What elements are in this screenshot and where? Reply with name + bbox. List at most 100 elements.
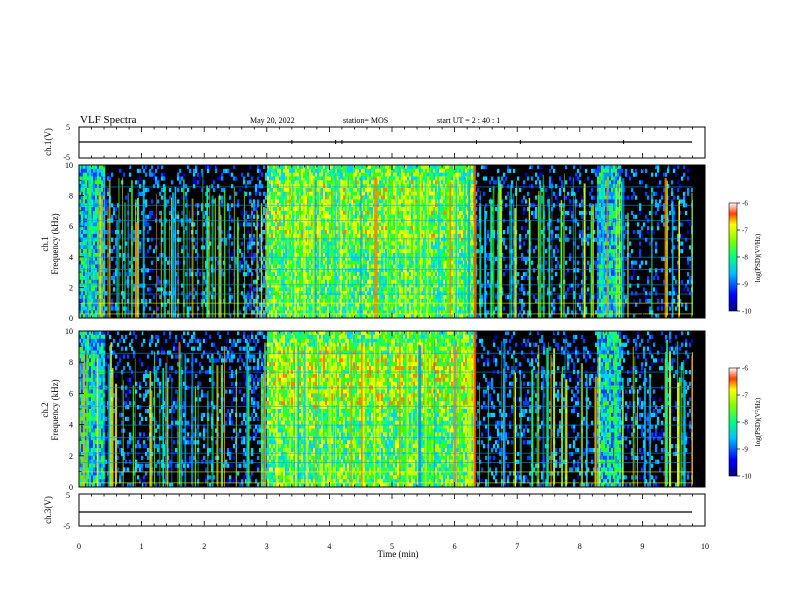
ch1-spectrogram-cell — [285, 310, 288, 315]
ch1-spectrogram-cell — [339, 310, 342, 315]
ch1-spectrogram-cell — [379, 230, 382, 235]
ch1-spectrogram-cell — [281, 214, 284, 219]
ch1-spectrogram-cell — [385, 287, 388, 292]
ch1-spectrogram-cell — [343, 184, 346, 189]
ch1-spectrogram-cell — [335, 207, 338, 212]
ch1-spectrogram-cell — [431, 184, 434, 189]
ch1-spectrogram-cell — [367, 275, 370, 281]
ch1-spectrogram-cell — [371, 237, 374, 242]
ch1-spectrogram-cell — [247, 241, 250, 246]
ch1-spectrogram-cell — [361, 264, 364, 269]
ch1-spectrogram-cell — [311, 184, 314, 189]
ch1-spectrogram-cell — [423, 241, 426, 246]
ch1-spectrogram-cell — [161, 165, 164, 170]
ch1-spectrogram-cell — [231, 184, 234, 189]
ch1-spectrogram-cell — [343, 249, 346, 254]
ch1-spectrogram-cell — [377, 310, 380, 315]
ch1-spectrogram-cell — [397, 310, 400, 315]
ch1-spectrogram-cell — [421, 295, 424, 300]
ch1-spectrogram-cell — [329, 222, 332, 227]
ch1-spectrogram-cell — [259, 184, 262, 189]
ch1-spectrogram-cell — [253, 207, 256, 212]
ch1-spectrogram-cell — [363, 264, 366, 269]
ch1-spectrogram-cell — [371, 256, 374, 261]
ch1-spectrogram-cell — [153, 214, 156, 219]
ch1-ytick-top: 5 — [66, 123, 70, 132]
ch1-spectrogram-cell — [345, 260, 348, 265]
ch1-spectrogram-cell — [267, 279, 270, 284]
ch1-spectrogram-cell — [231, 295, 234, 300]
ch1-spectrogram-cell — [89, 241, 92, 246]
ch1-spectrogram-cell — [81, 199, 84, 204]
ch1-spectrogram-cell — [311, 176, 314, 181]
ch1-spectrogram-cell — [311, 172, 314, 177]
ch1-spectrogram-cell — [229, 298, 232, 304]
ch1-spectrogram-cell — [365, 306, 368, 311]
ch1-spectrogram-cell — [345, 283, 348, 288]
ch1-spectrogram-cell — [399, 256, 402, 261]
ch1-spectrogram-cell — [289, 172, 292, 177]
ch1-spectrogram-cell — [407, 314, 410, 318]
ch1-spectrogram-cell — [249, 199, 252, 204]
ch1-spectrogram-cell — [341, 214, 344, 219]
ch1-spectrogram-cell — [105, 210, 108, 216]
ch1-spectrogram-cell — [93, 275, 96, 281]
ch1-spectrogram-cell — [85, 275, 88, 281]
ch1-spectrogram-cell — [157, 275, 160, 281]
ch1-spectrogram-cell — [207, 195, 210, 200]
ch1-spectrogram-cell — [145, 268, 148, 273]
ch1-spectrogram-cell — [305, 279, 308, 284]
ch1-spectrogram-cell — [149, 214, 152, 219]
ch1-spectrogram-cell — [431, 264, 434, 269]
ch1-spectrogram-cell — [327, 230, 330, 235]
ch1-spectrogram-cell — [345, 199, 348, 204]
ch1-spectrogram-cell — [411, 260, 414, 265]
ch1-spectrogram-cell — [259, 310, 262, 315]
ch1-spectrogram-cell — [339, 165, 342, 170]
ch1-spectrogram-cell — [397, 237, 400, 242]
ch1-spectrogram-cell — [281, 252, 284, 258]
ch1-spectrogram-cell — [385, 180, 388, 185]
ch1-spectrogram-cell — [349, 199, 352, 204]
ch1-spectrogram-cell — [293, 260, 296, 265]
ch1-spectrogram-cell — [439, 184, 442, 189]
ch1-spectrogram-cell — [335, 291, 338, 296]
ch1-spectrogram-cell — [335, 180, 338, 185]
ch1-spectrogram-cell — [111, 256, 114, 261]
ch1-spectrogram-cell — [357, 191, 360, 196]
ch1-spectrogram-cell — [81, 314, 84, 318]
ch1-spectrogram-cell — [335, 298, 338, 304]
ch1-spectrogram-cell — [379, 252, 382, 258]
ch1-spectrogram-cell — [285, 184, 288, 189]
ch1-spectrogram-cell — [365, 268, 368, 273]
ch1-spectrogram-cell — [327, 191, 330, 196]
ch1-spectrogram-cell — [391, 291, 394, 296]
ch1-spectrogram-cell — [343, 180, 346, 185]
ch1-spectrogram-cell — [427, 172, 430, 177]
ch1-spectrogram-cell — [367, 214, 370, 219]
ch1-spectrogram-cell — [421, 279, 424, 284]
ch1-spectrogram-cell — [177, 172, 180, 177]
ch1-spectrogram-cell — [403, 233, 406, 238]
ch1-spectrogram-cell — [205, 260, 208, 265]
ch1-spectrogram-cell — [431, 191, 434, 196]
ch1-spectrogram-cell — [435, 210, 438, 216]
ch1-spectrogram-cell — [355, 237, 358, 242]
ch1-spectrogram-cell — [421, 184, 424, 189]
ch1-spectrogram-cell — [407, 272, 410, 277]
ch1-spectrogram-cell — [203, 279, 206, 284]
ch1-spectrogram-cell — [257, 249, 260, 254]
ch1-spectrogram-cell — [79, 195, 82, 200]
ch1-spectrogram-cell — [253, 245, 256, 250]
ch1-spectrogram-cell — [95, 233, 98, 238]
ch1-spectrogram-cell — [293, 207, 296, 212]
ch1-spectrogram-cell — [333, 306, 336, 311]
ch1-spectrogram-cell — [421, 207, 424, 212]
ch1-spectrogram-cell — [407, 237, 410, 242]
ch1-spectrogram-cell — [317, 210, 320, 216]
ch1-spectrogram-cell — [235, 249, 238, 254]
ch1-spectrogram-cell — [397, 264, 400, 269]
ch1-spectrogram-cell — [215, 165, 218, 170]
ch1-spectrogram-cell — [81, 207, 84, 212]
ch1-spectrogram-cell — [217, 226, 220, 231]
